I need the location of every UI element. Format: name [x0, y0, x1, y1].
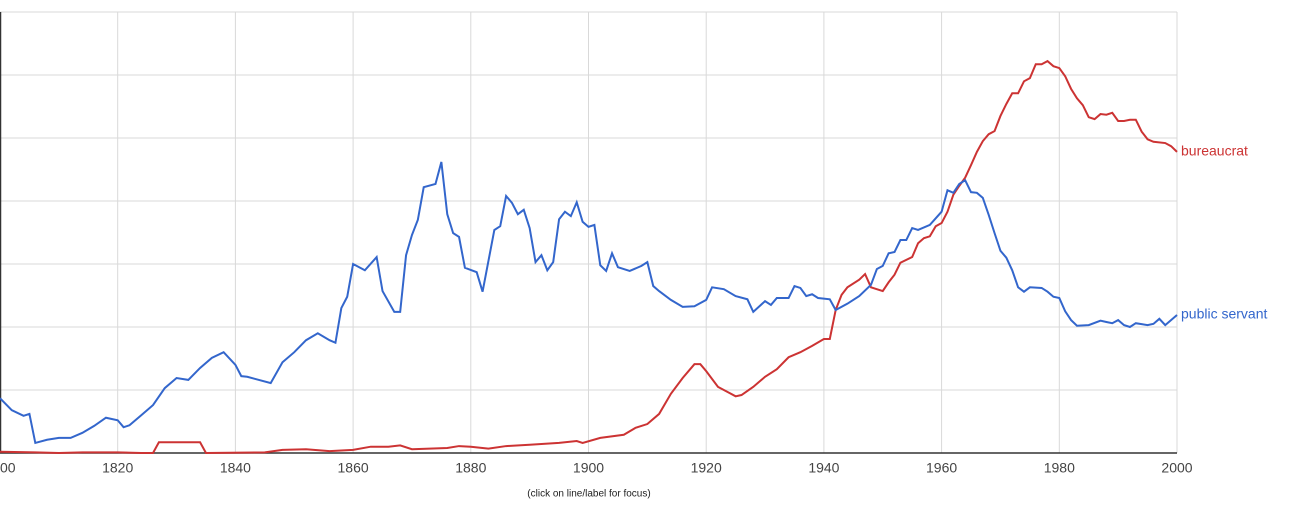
x-tick-label: 1980	[1044, 460, 1075, 476]
series-line[interactable]	[0, 59, 1178, 455]
series-label[interactable]: public servant	[1181, 306, 1267, 322]
x-tick-label: 1940	[808, 460, 839, 476]
x-tick-label: 1920	[691, 460, 722, 476]
x-tick-label: 1820	[102, 460, 133, 476]
x-tick-label: 2000	[1161, 460, 1192, 476]
series-label[interactable]: bureaucrat	[1181, 143, 1248, 159]
series-line[interactable]	[0, 161, 1178, 445]
x-tick-label: 1900	[573, 460, 604, 476]
x-tick-label: 1960	[926, 460, 957, 476]
x-tick-label: 1840	[220, 460, 251, 476]
focus-note: (click on line/label for focus)	[527, 489, 650, 500]
x-tick-label: 1860	[338, 460, 369, 476]
x-tick-label: 1800	[0, 460, 16, 476]
x-tick-label: 1880	[455, 460, 486, 476]
